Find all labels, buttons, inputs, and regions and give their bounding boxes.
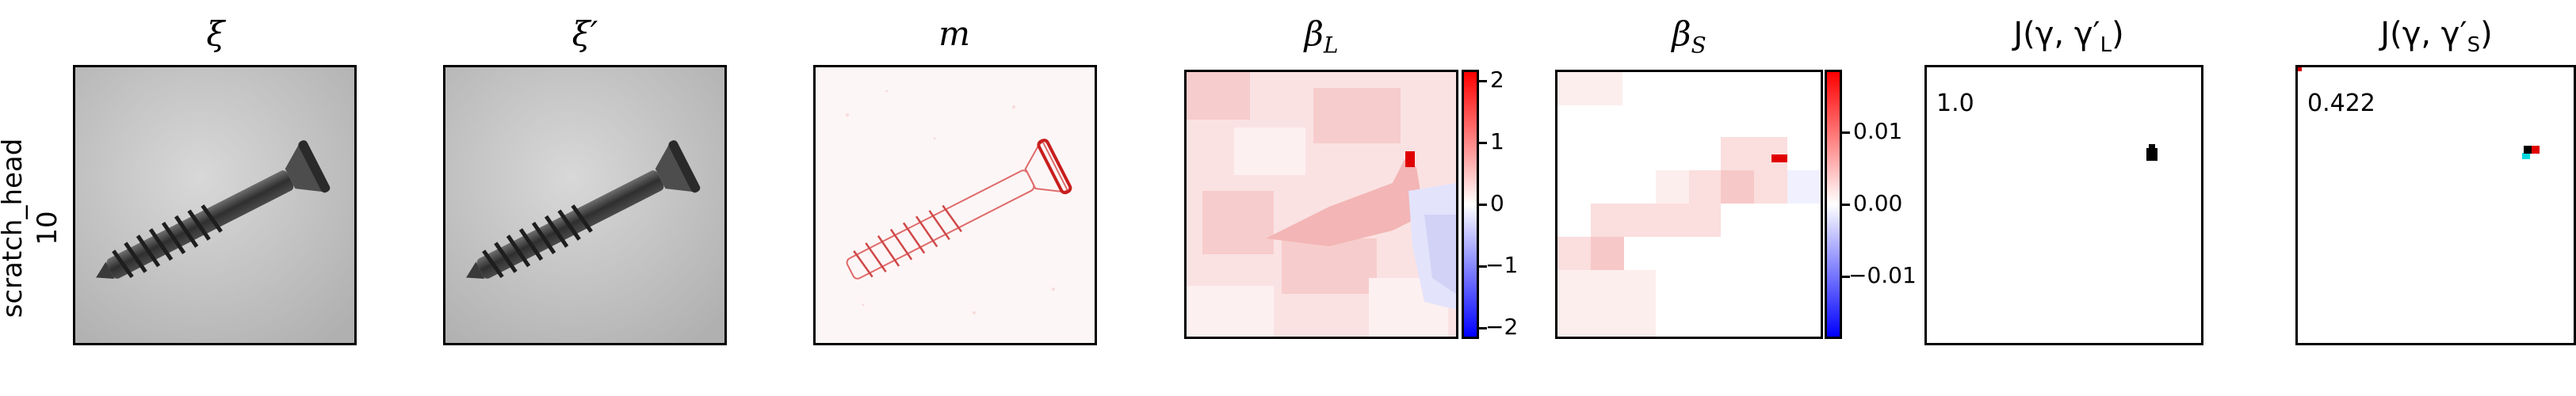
panel-title-j-l-post: ) [2112,16,2124,52]
panel-title-j-l-pre: J(γ, γ′ [2013,16,2100,52]
beta-l-map [1187,72,1456,337]
j-s-marker-red [2532,146,2540,154]
panel-title-j-s-pre: J(γ, γ′ [2380,16,2467,52]
cbar-l-tick-2: 2 [1490,67,1504,93]
image-j-s: 0.422 [2295,65,2576,345]
mask-image [816,67,1095,343]
panel-title-beta-s: βS [1555,14,1823,58]
panel-title-j-l: J(γ, γ′L) [1926,16,2211,57]
panel-title-j-l-sub: L [2100,33,2112,57]
panel-title-m: m [938,14,970,53]
image-beta-l [1184,70,1458,339]
row-label-line1: scratch_head [0,138,29,318]
screw-image-xi-prime [445,67,724,343]
row-label: scratch_head 10 [0,109,65,347]
image-j-l: 1.0 [1924,65,2203,345]
panel-title-xi: ξ [206,14,225,53]
j-l-value: 1.0 [1936,89,1974,117]
cbar-l-tick-neg1: −1 [1485,252,1519,278]
beta-s-map [1557,72,1821,337]
panel-title-j-s-sub: S [2467,33,2481,57]
j-l-marker [2146,148,2157,161]
j-s-value: 0.422 [2307,89,2375,117]
image-mask [813,65,1097,345]
j-l-marker-top [2149,144,2155,149]
colorbar-beta-s [1825,70,1842,339]
panel-title-j-s-post: ) [2480,16,2493,52]
panel-title-beta-l-sub: L [1323,32,1339,59]
image-beta-s [1555,70,1823,339]
cbar-l-tick-0: 0 [1490,190,1504,216]
j-s-corner-mark [2298,67,2302,71]
screw-image-xi [75,67,354,343]
cbar-l-tick-1: 1 [1490,128,1504,154]
panel-title-xi-prime: ξ′ [571,14,598,53]
panel-title-beta-s-sub: S [1691,32,1707,59]
cbar-s-tick-0.01: 0.01 [1853,118,1903,144]
colorbar-beta-l [1462,70,1479,339]
panel-title-beta-s-main: β [1672,14,1691,53]
cbar-l-tick-neg2: −2 [1485,314,1519,340]
cbar-s-tick-0.00: 0.00 [1853,190,1903,216]
panel-title-beta-l: βL [1184,14,1458,58]
cbar-s-tick-neg0.01: −0.01 [1848,262,1917,288]
row-label-line2: 10 [32,211,63,246]
panel-title-j-s: J(γ, γ′S) [2297,16,2576,57]
j-s-marker-black [2524,146,2532,154]
j-s-marker-cyan [2522,153,2530,159]
panel-title-beta-l-main: β [1304,14,1324,53]
image-xi-prime [443,65,727,345]
image-xi [73,65,357,345]
